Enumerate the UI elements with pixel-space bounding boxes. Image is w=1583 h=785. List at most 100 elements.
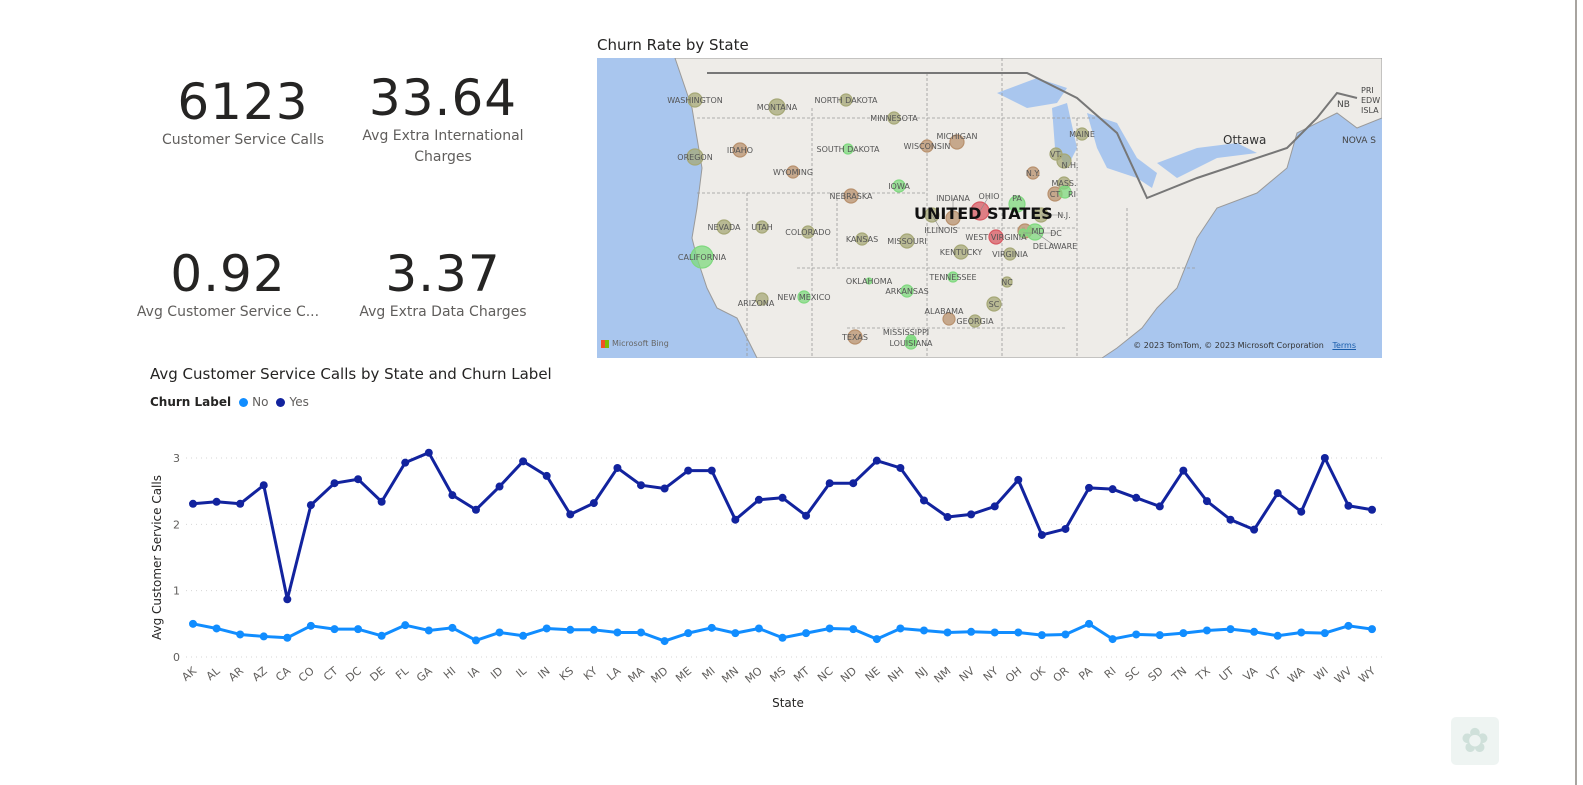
state-bubble[interactable]: [843, 188, 859, 204]
data-point-no[interactable]: [919, 626, 928, 635]
data-point-no[interactable]: [849, 625, 858, 634]
data-point-yes[interactable]: [802, 511, 811, 520]
data-point-yes[interactable]: [1273, 489, 1282, 498]
data-point-no[interactable]: [448, 623, 457, 632]
data-point-no[interactable]: [802, 629, 811, 638]
data-point-yes[interactable]: [377, 497, 386, 506]
data-point-yes[interactable]: [283, 595, 292, 604]
data-point-no[interactable]: [283, 633, 292, 642]
state-bubble[interactable]: [1058, 185, 1072, 199]
data-point-no[interactable]: [990, 628, 999, 637]
data-point-yes[interactable]: [1320, 454, 1329, 462]
state-bubble[interactable]: [755, 292, 769, 306]
data-point-yes[interactable]: [849, 479, 858, 488]
data-point-yes[interactable]: [872, 456, 881, 465]
data-point-yes[interactable]: [566, 510, 575, 519]
data-point-no[interactable]: [589, 625, 598, 634]
data-point-no[interactable]: [1061, 630, 1070, 639]
state-bubble[interactable]: [953, 244, 969, 260]
data-point-yes[interactable]: [1014, 475, 1023, 484]
data-point-yes[interactable]: [943, 513, 952, 522]
state-bubble[interactable]: [920, 139, 934, 153]
state-bubble[interactable]: [887, 111, 901, 125]
state-bubble[interactable]: [786, 165, 800, 179]
data-point-no[interactable]: [1344, 621, 1353, 630]
state-bubble[interactable]: [905, 334, 917, 346]
state-bubble[interactable]: [855, 232, 869, 246]
data-point-no[interactable]: [495, 628, 504, 637]
state-bubble[interactable]: [1075, 127, 1089, 141]
data-point-no[interactable]: [236, 630, 245, 639]
state-bubble[interactable]: [947, 271, 959, 283]
data-point-no[interactable]: [660, 637, 669, 646]
data-point-yes[interactable]: [1344, 501, 1353, 510]
state-bubble[interactable]: [1003, 247, 1017, 261]
data-point-no[interactable]: [189, 619, 197, 628]
data-point-yes[interactable]: [1179, 466, 1188, 475]
data-point-no[interactable]: [1320, 629, 1329, 638]
state-bubble[interactable]: [942, 312, 956, 326]
data-point-no[interactable]: [943, 628, 952, 637]
data-point-no[interactable]: [825, 624, 834, 633]
data-point-no[interactable]: [1014, 628, 1023, 637]
state-bubble[interactable]: [1056, 153, 1072, 169]
state-bubble[interactable]: [1001, 276, 1013, 288]
data-point-no[interactable]: [377, 631, 386, 640]
data-point-yes[interactable]: [259, 481, 268, 490]
data-point-yes[interactable]: [825, 479, 834, 488]
data-point-yes[interactable]: [1037, 530, 1046, 539]
data-point-yes[interactable]: [990, 502, 999, 511]
data-point-yes[interactable]: [1061, 524, 1070, 533]
data-point-yes[interactable]: [1132, 493, 1141, 502]
state-bubble[interactable]: [986, 296, 1002, 312]
data-point-no[interactable]: [896, 624, 905, 633]
data-point-no[interactable]: [259, 632, 268, 641]
data-point-yes[interactable]: [306, 501, 315, 510]
data-point-no[interactable]: [424, 626, 433, 635]
state-bubble[interactable]: [797, 290, 811, 304]
state-bubble[interactable]: [1008, 195, 1026, 213]
state-bubble[interactable]: [755, 220, 769, 234]
data-point-yes[interactable]: [1202, 497, 1211, 506]
data-point-yes[interactable]: [1297, 507, 1306, 516]
data-point-no[interactable]: [1297, 628, 1306, 637]
state-bubble[interactable]: [686, 148, 704, 166]
data-point-no[interactable]: [542, 624, 551, 633]
data-point-yes[interactable]: [896, 463, 905, 472]
data-point-yes[interactable]: [519, 457, 528, 466]
state-bubble[interactable]: [842, 143, 854, 155]
data-point-yes[interactable]: [707, 466, 716, 475]
data-point-no[interactable]: [471, 636, 480, 645]
data-point-yes[interactable]: [731, 515, 740, 524]
data-point-no[interactable]: [731, 629, 740, 638]
data-point-no[interactable]: [519, 631, 528, 640]
data-point-no[interactable]: [872, 635, 881, 644]
state-bubble[interactable]: [716, 219, 732, 235]
data-point-yes[interactable]: [1226, 515, 1235, 524]
state-bubble[interactable]: [732, 142, 748, 158]
data-point-yes[interactable]: [330, 479, 339, 488]
data-point-yes[interactable]: [448, 491, 457, 500]
data-point-no[interactable]: [330, 625, 339, 634]
state-bubble[interactable]: [892, 179, 906, 193]
data-point-yes[interactable]: [613, 463, 622, 472]
data-point-yes[interactable]: [236, 499, 245, 508]
state-bubble[interactable]: [690, 245, 714, 269]
state-bubble[interactable]: [949, 134, 965, 150]
data-point-yes[interactable]: [589, 499, 598, 508]
data-point-no[interactable]: [754, 624, 763, 633]
state-bubble[interactable]: [847, 329, 863, 345]
data-point-yes[interactable]: [1250, 525, 1259, 534]
data-point-yes[interactable]: [637, 481, 646, 490]
data-point-yes[interactable]: [754, 495, 763, 504]
data-point-no[interactable]: [1273, 631, 1282, 640]
data-point-no[interactable]: [212, 624, 221, 633]
state-bubble[interactable]: [1026, 166, 1040, 180]
data-point-no[interactable]: [401, 621, 410, 630]
state-bubble[interactable]: [839, 93, 853, 107]
data-point-yes[interactable]: [778, 493, 787, 502]
data-point-yes[interactable]: [967, 510, 976, 519]
state-bubble[interactable]: [865, 277, 873, 285]
data-point-yes[interactable]: [189, 499, 197, 508]
data-point-no[interactable]: [1368, 625, 1376, 634]
